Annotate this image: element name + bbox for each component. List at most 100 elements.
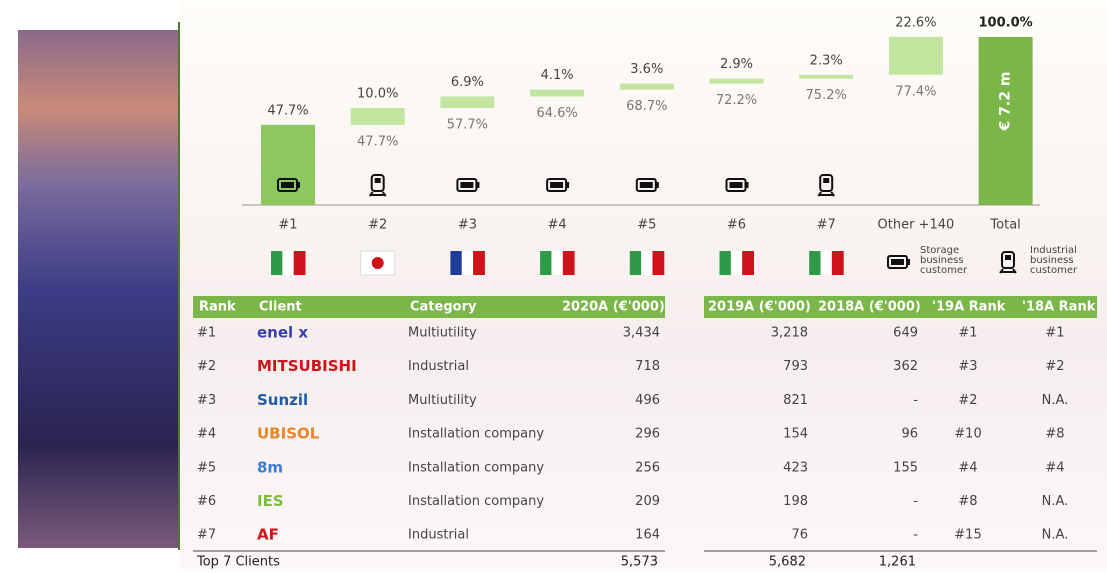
flag xyxy=(372,257,384,269)
table-cell: #1 xyxy=(1045,326,1064,341)
bar xyxy=(889,37,943,75)
storage-icon xyxy=(550,182,563,188)
table-cell: #4 xyxy=(1045,460,1064,475)
flag xyxy=(551,251,563,275)
table-cell: #15 xyxy=(954,528,981,543)
industrial-icon xyxy=(1005,255,1011,260)
flag xyxy=(282,251,294,275)
table-cell: - xyxy=(913,494,918,509)
table-cell: #3 xyxy=(958,359,977,374)
flag xyxy=(821,251,833,275)
value-label: 6.9% xyxy=(451,75,484,90)
table-cell: Multiutility xyxy=(408,393,477,408)
table-cell: 3,218 xyxy=(771,326,808,341)
base-label: 64.6% xyxy=(536,106,577,121)
table-header: '18A Rank xyxy=(1022,300,1096,315)
client-logo: IES xyxy=(257,492,284,510)
category-label: #4 xyxy=(548,218,567,233)
table-header: 2018A (€'000) xyxy=(818,300,921,315)
bar xyxy=(799,75,853,79)
table-cell: N.A. xyxy=(1042,528,1069,543)
storage-icon xyxy=(746,182,749,188)
table-cell: 154 xyxy=(783,427,808,442)
table-cell: Multiutility xyxy=(408,326,477,341)
flag xyxy=(809,251,821,275)
table-cell: #1 xyxy=(958,326,977,341)
flag xyxy=(271,251,283,275)
table-cell: #1 xyxy=(197,326,216,341)
base-label: 77.4% xyxy=(895,84,936,99)
table-cell: 296 xyxy=(635,427,660,442)
table-footer: 1,261 xyxy=(879,555,916,570)
table-cell: Installation company xyxy=(408,427,544,442)
category-label: #5 xyxy=(637,218,656,233)
table-footer: 5,573 xyxy=(621,555,658,570)
storage-icon xyxy=(656,182,659,188)
table-cell: 209 xyxy=(635,494,660,509)
flag xyxy=(630,251,642,275)
storage-icon xyxy=(907,259,910,265)
flag xyxy=(294,251,306,275)
table-cell: #2 xyxy=(1045,359,1064,374)
client-logo: 8m xyxy=(257,458,283,476)
storage-icon xyxy=(730,182,743,188)
table-cell: Installation company xyxy=(408,494,544,509)
table-cell: #4 xyxy=(197,427,216,442)
table-cell: 793 xyxy=(783,359,808,374)
flag xyxy=(720,251,732,275)
table-cell: #3 xyxy=(197,393,216,408)
value-label: 47.7% xyxy=(267,103,308,118)
value-label: 3.6% xyxy=(630,62,663,77)
flag xyxy=(473,251,485,275)
bar xyxy=(261,125,315,205)
category-label: #2 xyxy=(368,218,387,233)
table-cell: 423 xyxy=(783,460,808,475)
side-image xyxy=(18,30,178,548)
table-header: 2020A (€'000) xyxy=(562,300,665,315)
table-header: Client xyxy=(259,300,302,315)
table-cell: N.A. xyxy=(1042,393,1069,408)
storage-icon xyxy=(891,259,904,265)
flag xyxy=(540,251,552,275)
flag xyxy=(641,251,653,275)
table-cell: Industrial xyxy=(408,528,469,543)
client-logo: enel x xyxy=(257,324,308,342)
storage-icon xyxy=(281,182,294,188)
table-cell: - xyxy=(913,528,918,543)
table-cell: - xyxy=(913,393,918,408)
flag xyxy=(450,251,462,275)
base-label: 72.2% xyxy=(716,93,757,108)
table-cell: #4 xyxy=(958,460,977,475)
bar xyxy=(530,90,584,97)
category-label: Total xyxy=(989,218,1020,233)
category-label: #3 xyxy=(458,218,477,233)
client-logo: AF xyxy=(257,526,279,544)
table-cell: 198 xyxy=(783,494,808,509)
flag xyxy=(652,251,664,275)
base-label: 68.7% xyxy=(626,99,667,114)
flag xyxy=(563,251,575,275)
table-footer: 5,682 xyxy=(769,555,806,570)
table-header: 2019A (€'000) xyxy=(708,300,811,315)
total-bar-label: € 7.2 m xyxy=(998,72,1014,132)
table-cell: 164 xyxy=(635,528,660,543)
base-label: 75.2% xyxy=(806,88,847,103)
bar xyxy=(620,84,674,90)
table-header: Rank xyxy=(199,300,236,315)
table-cell: 362 xyxy=(893,359,918,374)
table-cell: #2 xyxy=(958,393,977,408)
table-cell: 718 xyxy=(635,359,660,374)
storage-icon xyxy=(297,182,300,188)
table-cell: #7 xyxy=(197,528,216,543)
table-cell: N.A. xyxy=(1042,494,1069,509)
table-cell: #8 xyxy=(1045,427,1064,442)
category-label: #7 xyxy=(817,218,836,233)
bar xyxy=(440,96,494,108)
table-cell: 96 xyxy=(901,427,918,442)
storage-icon xyxy=(460,182,473,188)
category-label: #6 xyxy=(727,218,746,233)
category-label: Other +140 xyxy=(878,218,955,233)
flag xyxy=(462,251,474,275)
flag xyxy=(742,251,754,275)
table-cell: 821 xyxy=(783,393,808,408)
